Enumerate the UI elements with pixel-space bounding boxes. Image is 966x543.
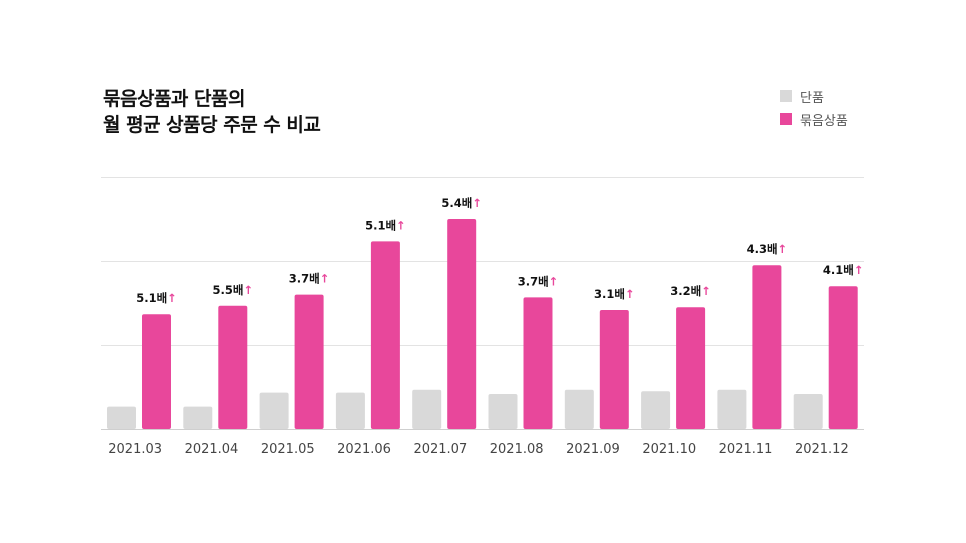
bar-bundle [828,286,858,429]
data-label: 3.1배↑ [594,287,635,301]
bar-single [793,394,823,429]
bar-single [107,406,136,429]
data-label: 5.5배↑ [213,283,254,297]
bar-single [717,389,747,429]
legend: 단품 묶음상품 [780,86,848,132]
data-label: 5.1배↑ [365,218,406,232]
bar-bundle [599,310,629,429]
data-label: 4.3배↑ [747,242,788,256]
chart-title-line-1: 묶음상품과 단품의 [103,88,245,110]
bar-single [564,389,594,429]
bar-bundle [142,314,171,429]
chart-title-line-2: 월 평균 상품당 주문 수 비교 [103,114,321,136]
data-label: 3.2배↑ [670,284,711,298]
data-label: 4.1배↑ [823,263,864,277]
x-tick-label: 2021.05 [261,442,315,457]
legend-item-bundle: 묶음상품 [780,109,848,129]
legend-swatch-single [780,90,792,102]
bar-bundle [523,297,553,429]
legend-swatch-bundle [780,113,792,125]
bar-bundle [218,305,248,429]
x-tick-label: 2021.11 [719,442,773,457]
data-label: 5.1배↑ [136,291,177,305]
data-label: 5.4배↑ [441,196,482,210]
bar-bundle [294,294,324,429]
bar-bundle [676,307,706,429]
bar-single [412,389,442,429]
x-tick-label: 2021.03 [108,442,162,457]
x-tick-label: 2021.07 [413,442,467,457]
chart-title: 묶음상품과 단품의 월 평균 상품당 주문 수 비교 [103,86,321,138]
bar-bundle [370,241,400,429]
x-tick-label: 2021.09 [566,442,620,457]
bar-bundle [752,265,782,429]
bar-single [183,406,213,429]
data-label: 3.7배↑ [289,272,330,286]
x-tick-label: 2021.04 [185,442,239,457]
bar-single [488,394,518,429]
bar-single [335,392,365,429]
bar-single [641,391,671,429]
legend-label-bundle: 묶음상품 [800,113,848,129]
x-tick-label: 2021.08 [490,442,544,457]
legend-label-single: 단품 [800,90,824,106]
bar-single [259,392,289,429]
legend-item-single: 단품 [780,86,848,106]
data-label: 3.7배↑ [518,274,559,288]
x-tick-label: 2021.06 [337,442,391,457]
x-tick-label: 2021.12 [795,442,849,457]
x-tick-label: 2021.10 [642,442,696,457]
bar-bundle [447,219,477,429]
